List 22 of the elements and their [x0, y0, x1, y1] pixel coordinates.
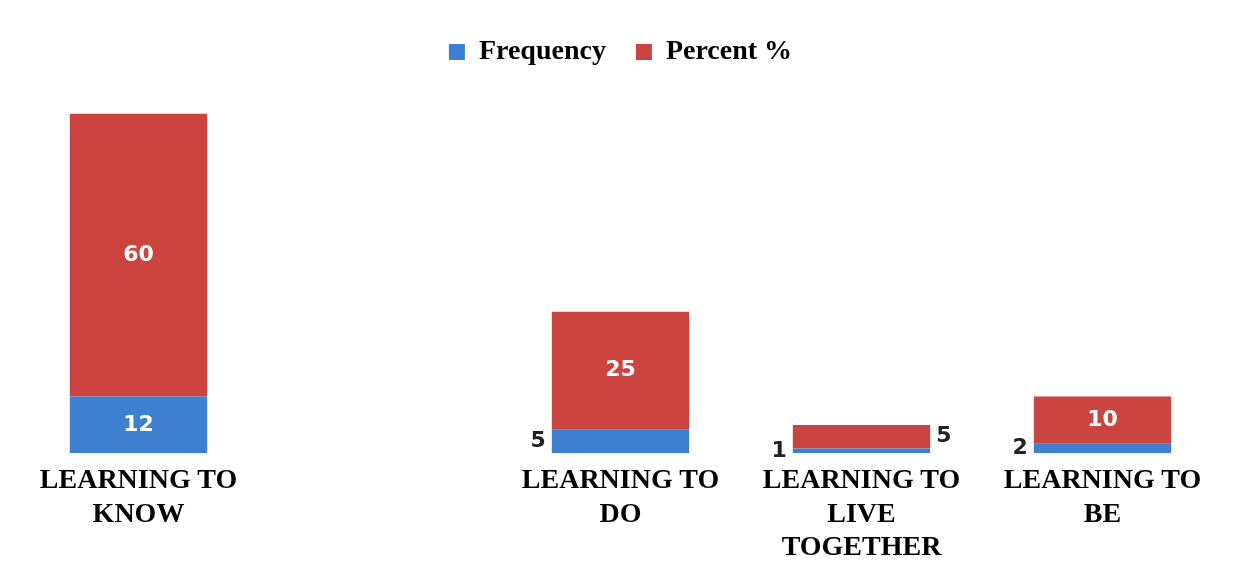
x-tick-label: LEARNING TO DO: [521, 463, 720, 528]
legend-label: Percent %: [665, 34, 793, 66]
bar: [792, 448, 931, 454]
x-tick-label: LEARNING TO LIVE TOGETHER: [762, 463, 961, 562]
data-label: 10: [1087, 405, 1118, 431]
data-label: 25: [605, 356, 636, 382]
data-label: 60: [123, 240, 154, 266]
bar: [69, 113, 208, 397]
data-label: 5: [530, 427, 546, 453]
legend-label: Frequency: [478, 34, 606, 66]
data-label: 1: [771, 436, 787, 462]
bar: [1033, 443, 1172, 454]
bar: [1033, 396, 1172, 444]
bar: [551, 429, 690, 454]
x-tick-label: LEARNING TO KNOW: [39, 463, 238, 528]
bar: [69, 396, 208, 454]
data-label: 2: [1012, 434, 1028, 460]
x-tick-label: LEARNING TO BE: [1003, 463, 1202, 528]
bar: [551, 311, 690, 430]
data-label: 5: [936, 422, 952, 448]
data-label: 12: [123, 410, 154, 436]
bar: [792, 424, 931, 449]
